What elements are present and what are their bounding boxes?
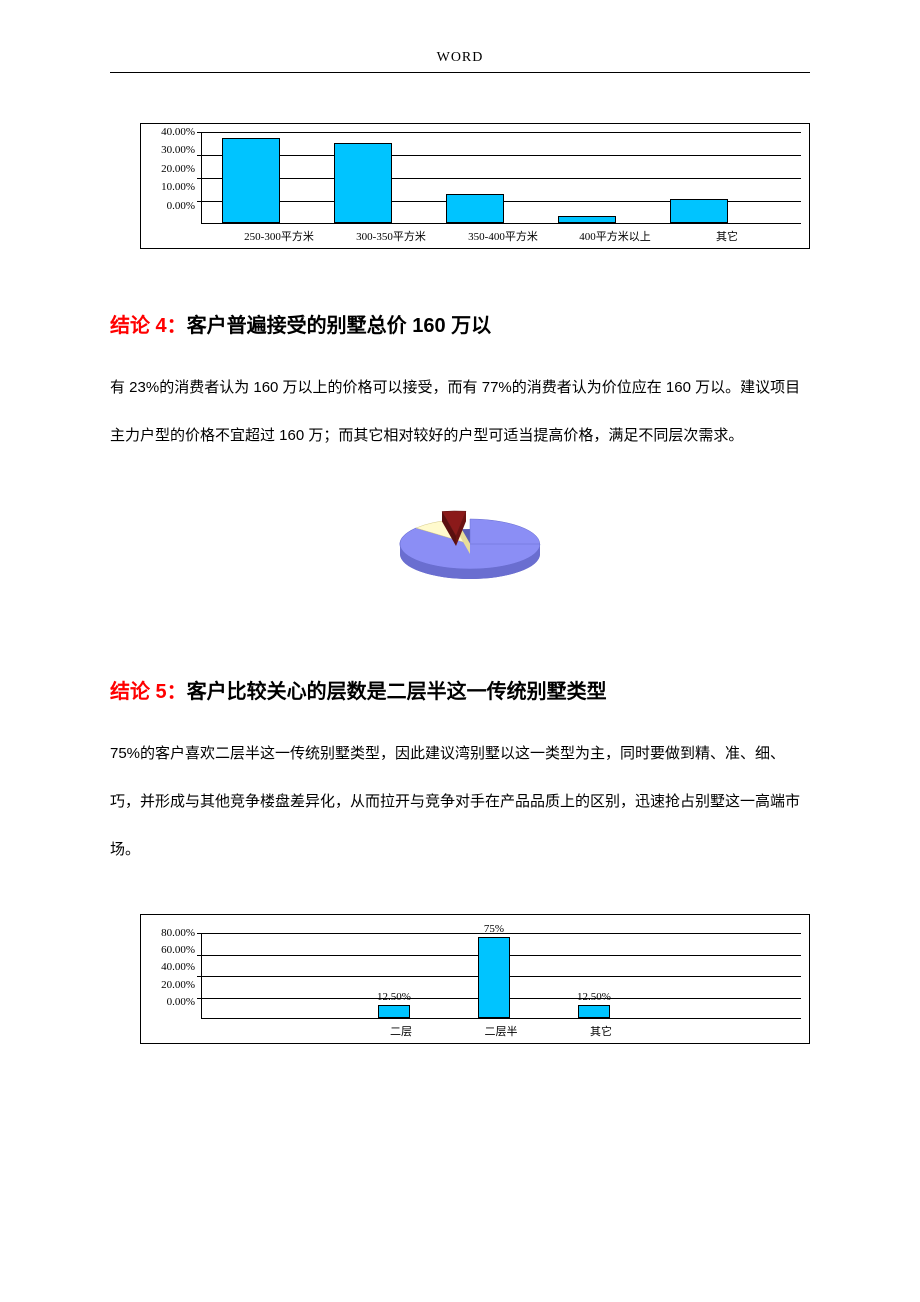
- chart1-x-axis: 250-300平方米300-350平方米350-400平方米400平方米以上其它: [209, 224, 801, 244]
- conclusion-5-body: 75%的客户喜欢二层半这一传统别墅类型，因此建议湾别墅以这一类型为主，同时要做到…: [110, 730, 810, 874]
- chart1-y-tick: 10.00%: [161, 182, 195, 200]
- conclusion-5-title: 客户比较关心的层数是二层半这一传统别墅类型: [187, 681, 607, 703]
- chart1-bar: [334, 143, 392, 224]
- pie-svg: [360, 500, 560, 590]
- conclusion-4-prefix: 结论 4：: [110, 315, 187, 337]
- chart1-y-axis: 40.00%30.00%20.00%10.00%0.00%: [149, 132, 201, 224]
- chart1-y-tick: 20.00%: [161, 164, 195, 182]
- conclusion-4-title: 客户普遍接受的别墅总价 160 万以: [187, 315, 491, 337]
- chart2-x-axis: 二层二层半其它: [209, 1019, 801, 1039]
- page-header: WORD: [110, 50, 810, 73]
- conclusion-4-body: 有 23%的消费者认为 160 万以上的价格可以接受，而有 77%的消费者认为价…: [110, 364, 810, 460]
- chart2-bar-label: 75%: [484, 923, 504, 935]
- chart1-y-tick: 0.00%: [167, 201, 195, 219]
- chart1-bar: [558, 216, 616, 223]
- chart2-plot: 12.50%75%12.50%: [201, 933, 801, 1019]
- chart1-bar: [670, 199, 728, 223]
- chart1-y-tick: 40.00%: [161, 127, 195, 145]
- conclusion-4-heading: 结论 4：客户普遍接受的别墅总价 160 万以: [110, 309, 810, 338]
- chart2-bar: [578, 1005, 610, 1018]
- chart2-y-tick: 80.00%: [161, 928, 195, 945]
- chart2-bar-label: 12.50%: [377, 991, 411, 1003]
- chart-area-2: 80.00%60.00%40.00%20.00%0.00% 12.50%75%1…: [140, 914, 810, 1044]
- chart2-y-axis: 80.00%60.00%40.00%20.00%0.00%: [149, 933, 201, 1019]
- chart1-y-tick: 30.00%: [161, 145, 195, 163]
- conclusion-5-heading: 结论 5：客户比较关心的层数是二层半这一传统别墅类型: [110, 675, 810, 704]
- chart2-y-tick: 0.00%: [167, 997, 195, 1014]
- chart2-x-label: 二层: [351, 1023, 451, 1039]
- chart1-x-label: 其它: [671, 228, 783, 244]
- chart1-plot: [201, 132, 801, 224]
- conclusion-5-prefix: 结论 5：: [110, 681, 187, 703]
- chart1-x-label: 300-350平方米: [335, 228, 447, 244]
- chart1-x-label: 400平方米以上: [559, 228, 671, 244]
- chart1-bar: [222, 138, 280, 223]
- chart1-bar: [446, 194, 504, 223]
- chart2-bar-label: 12.50%: [577, 991, 611, 1003]
- chart2-y-tick: 20.00%: [161, 980, 195, 997]
- chart2-y-tick: 40.00%: [161, 962, 195, 979]
- chart1-x-label: 250-300平方米: [223, 228, 335, 244]
- pie-chart: [110, 500, 810, 595]
- chart-area-1: 40.00%30.00%20.00%10.00%0.00% 250-300平方米…: [140, 123, 810, 249]
- chart2-x-label: 其它: [551, 1023, 651, 1039]
- chart1-x-label: 350-400平方米: [447, 228, 559, 244]
- chart2-bar: [478, 937, 510, 1018]
- chart2-y-tick: 60.00%: [161, 945, 195, 962]
- chart2-bar: [378, 1005, 410, 1018]
- chart2-x-label: 二层半: [451, 1023, 551, 1039]
